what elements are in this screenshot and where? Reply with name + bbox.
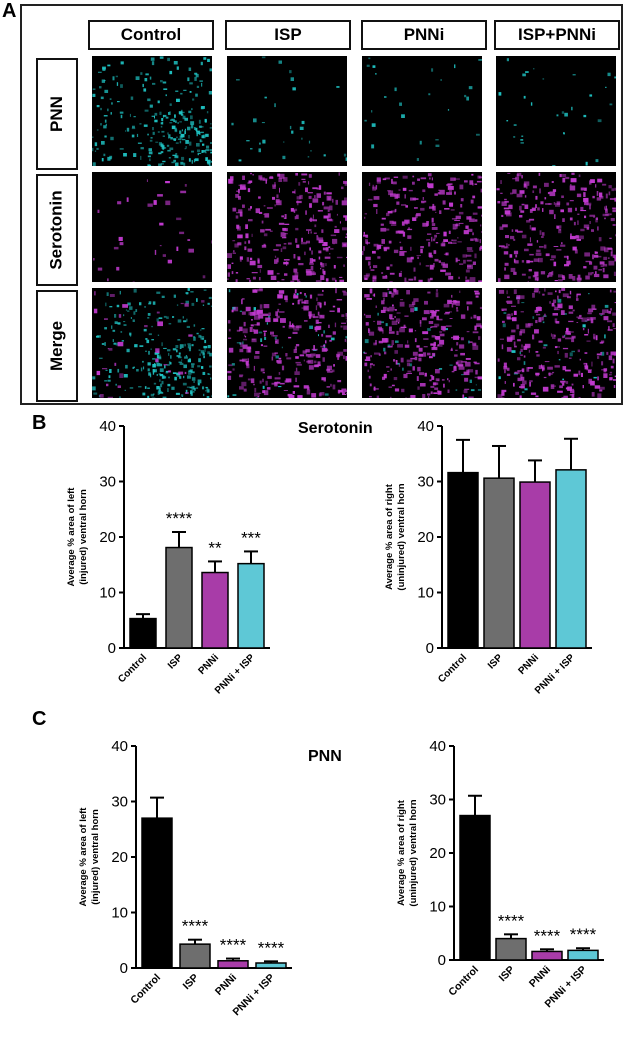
column-header-pnni: PNNi	[361, 20, 487, 50]
x-tick-label: ISP	[181, 972, 201, 992]
y-axis-label: Average % area of right(uninjured) ventr…	[384, 483, 407, 590]
row-header-merge: Merge	[36, 290, 78, 402]
bar-pnni	[519, 481, 551, 649]
x-tick-label: PNNi	[196, 652, 221, 677]
row-header-pnn: PNN	[36, 58, 78, 170]
x-tick-label: PNNi	[527, 964, 553, 990]
bar-chart-pnn-right: Average % area of right(uninjured) ventr…	[396, 738, 604, 1010]
bar-control	[447, 471, 479, 649]
column-header-control: Control	[88, 20, 214, 50]
y-tick-label: 30	[429, 792, 446, 809]
micrograph-merge-isp-pnni	[496, 288, 616, 398]
significance-label: ****	[534, 926, 561, 945]
bar-isp	[179, 943, 211, 969]
panel-letter-c: C	[32, 708, 47, 730]
significance-label: **	[208, 538, 222, 557]
y-tick-label: 40	[111, 738, 128, 755]
micrograph-pnn-isp-pnni	[496, 56, 616, 166]
bar-pnni-isp	[237, 562, 265, 649]
micrograph-merge-isp	[227, 288, 347, 398]
y-tick-label: 20	[429, 845, 446, 862]
bar-control	[459, 814, 491, 961]
chart-title-pnn: PNN	[308, 748, 342, 765]
y-tick-label: 0	[426, 640, 434, 657]
y-tick-label: 10	[417, 585, 434, 602]
bar-pnni	[201, 571, 229, 649]
bar-chart-pnn-left: Average % area of left(injured) ventral …	[78, 738, 292, 1018]
y-tick-label: 0	[108, 640, 116, 657]
y-tick-label: 0	[120, 960, 128, 977]
x-tick-label: Control	[116, 652, 149, 685]
y-axis-label: Average % area of right(uninjured) ventr…	[396, 799, 419, 906]
column-header-isp: ISP	[225, 20, 351, 50]
micrograph-serotonin-isp-pnni	[496, 172, 616, 282]
bar-control	[129, 617, 157, 649]
row-label-pnn: PNN	[47, 96, 66, 132]
x-tick-label: ISP	[166, 652, 185, 671]
micrograph-serotonin-control	[92, 172, 212, 282]
bar-pnni	[217, 960, 249, 969]
y-tick-label: 0	[438, 952, 446, 969]
micrograph-pnn-control	[92, 56, 212, 166]
bar-isp	[495, 937, 527, 961]
y-tick-label: 10	[429, 899, 446, 916]
y-axis-label: Average % area of left(injured) ventral …	[78, 807, 101, 907]
y-tick-label: 30	[417, 474, 434, 491]
x-tick-label: PNNi	[213, 972, 239, 998]
bar-control	[141, 817, 173, 969]
micrograph-pnn-isp	[227, 56, 347, 166]
chart-title-serotonin: Serotonin	[298, 420, 373, 437]
significance-label: ****	[166, 509, 193, 528]
x-tick-label: Control	[446, 964, 481, 999]
row-label-serotonin: Serotonin	[47, 190, 66, 270]
x-tick-label: ISP	[486, 652, 505, 671]
bar-chart-serotonin-left: Average % area of left(injured) ventral …	[66, 418, 270, 696]
y-tick-label: 30	[111, 794, 128, 811]
y-axis-label: Average % area of left(injured) ventral …	[66, 487, 89, 587]
y-tick-label: 10	[111, 905, 128, 922]
x-tick-label: Control	[128, 972, 163, 1007]
x-tick-label: ISP	[497, 964, 517, 984]
micrograph-serotonin-isp	[227, 172, 347, 282]
microscopy-panel: Control ISP PNNi ISP+PNNi PNN Serotonin …	[20, 4, 623, 405]
micrograph-serotonin-pnni	[362, 172, 482, 282]
bar-pnni-isp	[255, 962, 287, 969]
bar-pnni-isp	[555, 469, 587, 649]
panel-letter-a: A	[2, 0, 17, 22]
bar-isp	[165, 546, 193, 649]
bar-chart-serotonin-right: Average % area of right(uninjured) ventr…	[384, 418, 592, 696]
row-header-serotonin: Serotonin	[36, 174, 78, 286]
significance-label: ****	[182, 917, 209, 936]
bar-pnni	[531, 950, 563, 961]
significance-label: ****	[220, 936, 247, 955]
bar-isp	[483, 477, 515, 649]
y-tick-label: 30	[99, 474, 116, 491]
y-tick-label: 20	[417, 529, 434, 546]
panel-letter-b: B	[32, 412, 47, 434]
significance-label: ****	[570, 925, 597, 944]
y-tick-label: 40	[417, 418, 434, 435]
bar-pnni-isp	[567, 949, 599, 961]
y-tick-label: 20	[99, 529, 116, 546]
significance-label: ***	[241, 528, 261, 547]
y-tick-label: 40	[99, 418, 116, 435]
y-tick-label: 10	[99, 585, 116, 602]
y-tick-label: 40	[429, 738, 446, 755]
micrograph-pnn-pnni	[362, 56, 482, 166]
x-tick-label: PNNi	[516, 652, 541, 677]
significance-label: ****	[498, 911, 525, 930]
x-tick-label: Control	[436, 652, 469, 685]
micrograph-merge-pnni	[362, 288, 482, 398]
micrograph-merge-control	[92, 288, 212, 398]
row-label-merge: Merge	[47, 320, 67, 372]
column-header-isp-pnni: ISP+PNNi	[494, 20, 620, 50]
significance-label: ****	[258, 938, 285, 957]
y-tick-label: 20	[111, 849, 128, 866]
